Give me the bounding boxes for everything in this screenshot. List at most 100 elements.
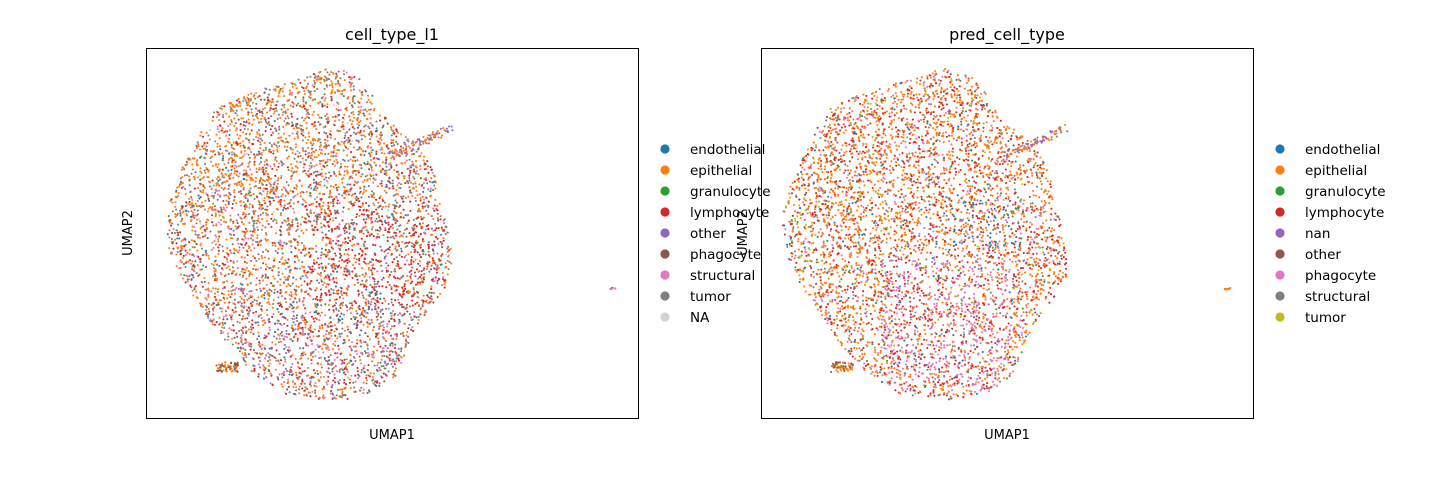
scatter-point <box>199 260 202 263</box>
scatter-point <box>228 197 231 200</box>
scatter-point <box>271 98 274 101</box>
scatter-point <box>275 144 278 147</box>
scatter-point <box>242 223 245 226</box>
scatter-point <box>222 293 225 296</box>
scatter-point <box>332 202 335 205</box>
scatter-point <box>288 370 291 373</box>
scatter-point <box>436 212 439 215</box>
scatter-point <box>281 334 284 337</box>
scatter-point <box>281 252 284 255</box>
scatter-point <box>213 208 216 211</box>
scatter-point <box>241 162 244 165</box>
scatter-point <box>251 142 254 146</box>
scatter-point <box>203 276 206 279</box>
scatter-point <box>332 309 335 312</box>
scatter-point <box>232 220 235 223</box>
scatter-point <box>312 298 315 301</box>
scatter-point <box>229 218 232 221</box>
scatter-point <box>221 174 224 177</box>
scatter-point <box>279 322 282 325</box>
scatter-point <box>299 81 302 84</box>
scatter-point <box>373 252 376 255</box>
scatter-point <box>277 241 280 244</box>
scatter-point <box>318 325 321 328</box>
scatter-point <box>358 209 361 212</box>
scatter-point <box>306 276 309 279</box>
scatter-point <box>409 209 412 212</box>
scatter-point <box>224 322 227 325</box>
scatter-point <box>274 187 278 190</box>
scatter-point <box>306 76 309 79</box>
scatter-point <box>349 200 352 203</box>
scatter-point <box>318 116 321 119</box>
scatter-point <box>214 255 217 258</box>
scatter-point <box>313 391 317 395</box>
scatter-point <box>218 145 221 148</box>
scatter-point <box>342 69 345 72</box>
scatter-point <box>244 227 247 230</box>
scatter-point <box>314 305 317 308</box>
scatter-point <box>386 252 390 255</box>
scatter-point <box>292 300 295 303</box>
scatter-point <box>309 93 312 96</box>
scatter-point <box>179 213 182 217</box>
scatter-point <box>353 390 356 393</box>
scatter-point <box>241 352 244 355</box>
scatter-point <box>383 172 386 175</box>
scatter-point <box>249 230 252 233</box>
scatter-point <box>228 268 231 271</box>
scatter-point <box>415 185 418 188</box>
scatter-point <box>191 213 194 216</box>
scatter-point <box>308 135 311 138</box>
scatter-point <box>200 231 204 234</box>
scatter-point <box>329 130 332 133</box>
scatter-point <box>234 225 237 228</box>
scatter-point <box>251 216 254 219</box>
scatter-point <box>392 130 395 133</box>
scatter-point <box>310 203 313 206</box>
scatter-point <box>379 245 382 248</box>
scatter-point <box>225 238 228 241</box>
scatter-point <box>432 217 435 221</box>
scatter-point <box>335 186 338 189</box>
scatter-point <box>333 209 337 212</box>
scatter-point <box>248 133 251 136</box>
scatter-point <box>295 187 298 190</box>
scatter-point <box>401 240 404 244</box>
scatter-point <box>247 99 250 102</box>
scatter-point <box>203 141 206 145</box>
scatter-point <box>282 208 285 212</box>
scatter-point <box>214 191 217 194</box>
scatter-point <box>256 338 259 341</box>
scatter-point <box>367 308 370 311</box>
scatter-point <box>264 276 267 279</box>
scatter-point <box>343 241 346 244</box>
scatter-point <box>377 340 380 343</box>
scatter-point <box>417 216 420 219</box>
scatter-point <box>339 252 342 255</box>
scatter-point <box>205 131 208 134</box>
scatter-point <box>422 253 425 256</box>
scatter-point <box>239 142 242 145</box>
scatter-point <box>233 172 236 175</box>
scatter-point <box>277 359 280 362</box>
scatter-point <box>321 283 325 286</box>
scatter-point <box>405 154 408 157</box>
scatter-point <box>323 215 326 218</box>
scatter-point <box>316 76 319 79</box>
scatter-point <box>273 335 276 338</box>
scatter-point <box>241 343 244 346</box>
scatter-point <box>208 129 212 132</box>
scatter-point <box>341 318 344 321</box>
scatter-point <box>432 207 435 210</box>
scatter-point <box>303 92 306 96</box>
scatter-point <box>364 124 367 127</box>
scatter-point <box>332 204 335 208</box>
scatter-point <box>210 262 213 265</box>
scatter-point <box>296 130 299 134</box>
scatter-point <box>362 243 365 246</box>
scatter-point <box>325 85 329 88</box>
scatter-point <box>378 229 381 233</box>
scatter-point <box>276 280 279 283</box>
scatter-point <box>411 280 414 283</box>
